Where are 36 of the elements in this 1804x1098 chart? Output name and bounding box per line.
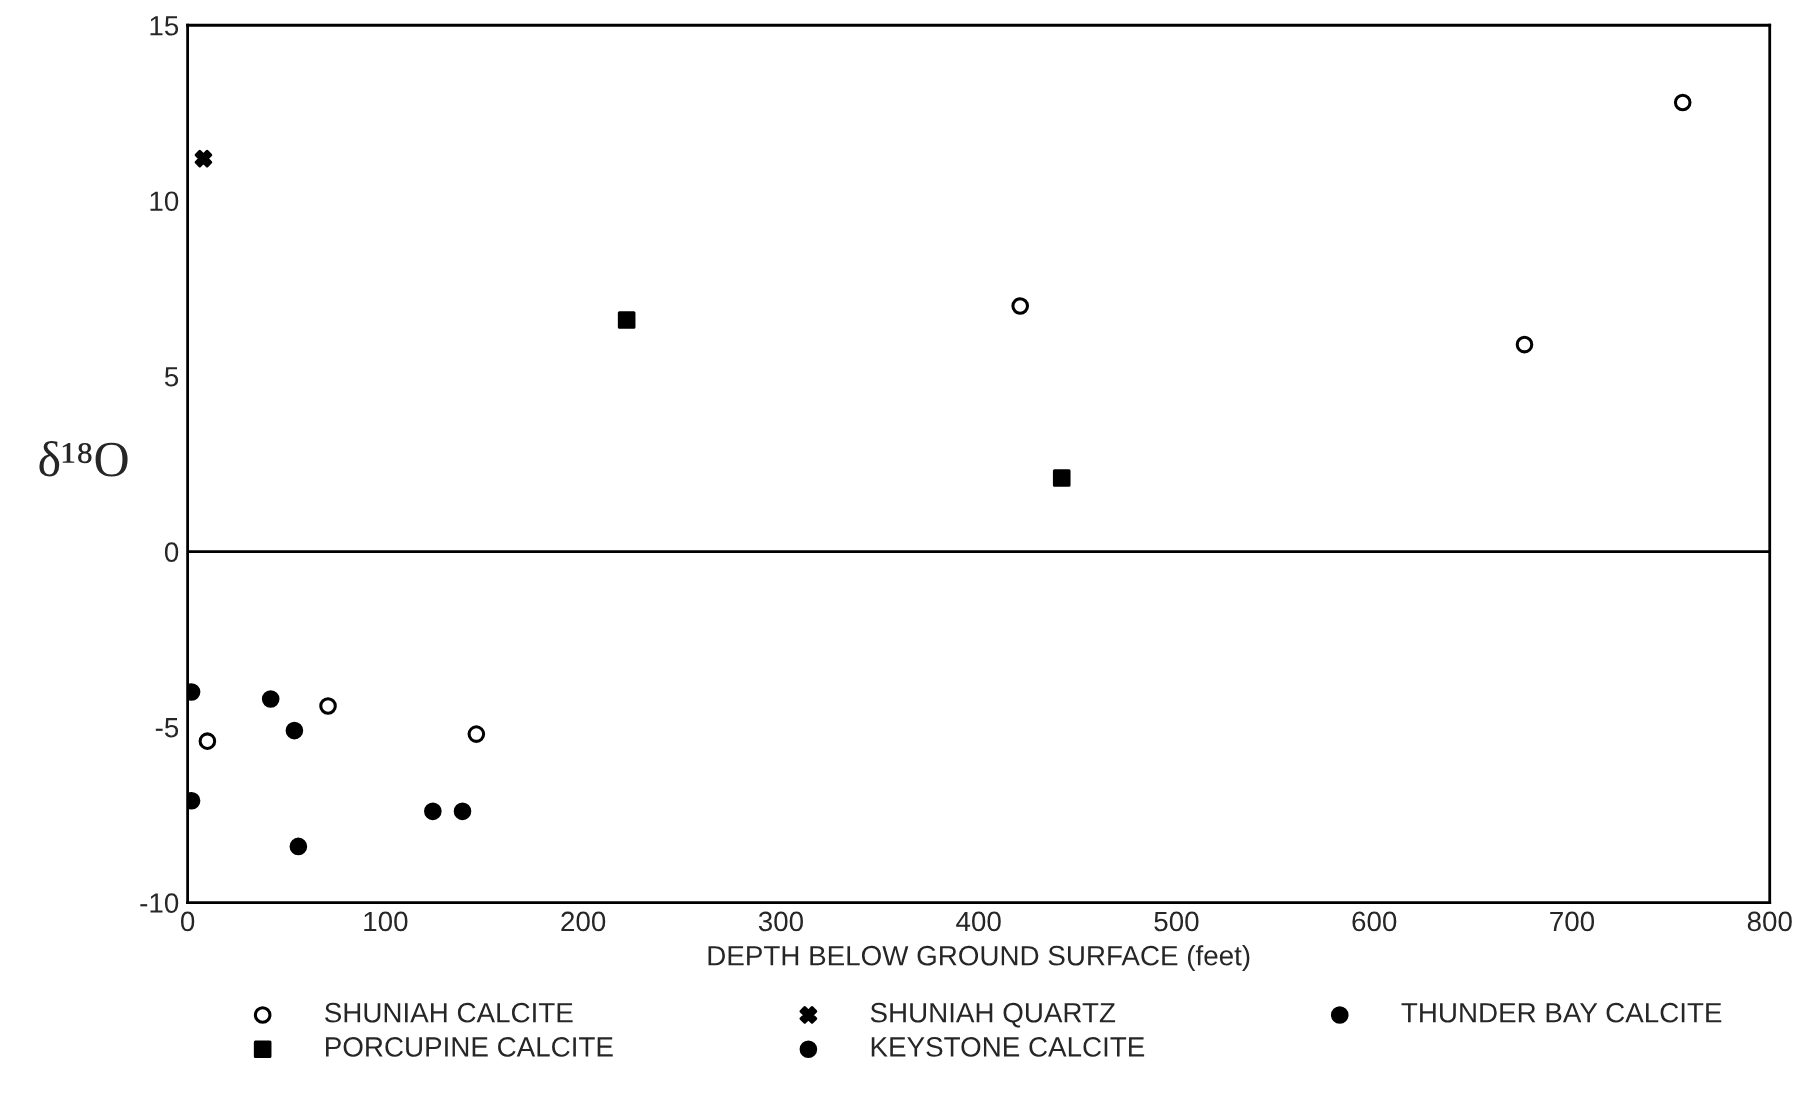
legend-label: SHUNIAH CALCITE	[325, 1002, 573, 1023]
point	[289, 837, 308, 856]
legend-label: PORCUPINE CALCITE	[326, 1037, 613, 1057]
x-tick-label: 0	[180, 911, 195, 932]
y-tick-label: 5	[164, 367, 179, 387]
x-tick-label: 100	[364, 911, 408, 932]
y-axis-title: δ¹⁸O	[39, 440, 128, 477]
y-tick-label: 10	[150, 191, 179, 212]
point	[1052, 469, 1071, 487]
x-tick-label: 300	[758, 911, 803, 932]
point	[424, 802, 442, 821]
point	[261, 690, 280, 708]
y-tick-label: -10	[140, 893, 179, 913]
y-tick-label: -5	[155, 718, 179, 738]
x-tick-label: 500	[1154, 911, 1199, 932]
y-tick-label: 0	[164, 542, 179, 562]
point	[1673, 93, 1692, 112]
point	[198, 732, 217, 750]
y-tick-label: 15	[150, 16, 179, 36]
x-tick-label: 600	[1352, 911, 1397, 932]
point	[617, 311, 636, 329]
legend-label: SHUNIAH QUARTZ	[870, 1002, 1116, 1028]
x-tick-label: 700	[1550, 911, 1595, 932]
point	[467, 725, 486, 743]
point	[1515, 335, 1534, 354]
point	[285, 721, 304, 740]
legend-label: THUNDER BAY CALCITE	[1401, 1002, 1722, 1023]
point	[1011, 297, 1030, 315]
point	[453, 802, 472, 821]
x-tick-label: 400	[956, 911, 1001, 932]
x-tick-label: 200	[561, 911, 606, 932]
point	[319, 697, 337, 715]
x-tick-label: 800	[1747, 911, 1792, 932]
x-axis-title: DEPTH BELOW GROUND SURFACE (feet)	[708, 945, 1250, 971]
legend-label: KEYSTONE CALCITE	[871, 1037, 1145, 1057]
point	[194, 149, 213, 168]
